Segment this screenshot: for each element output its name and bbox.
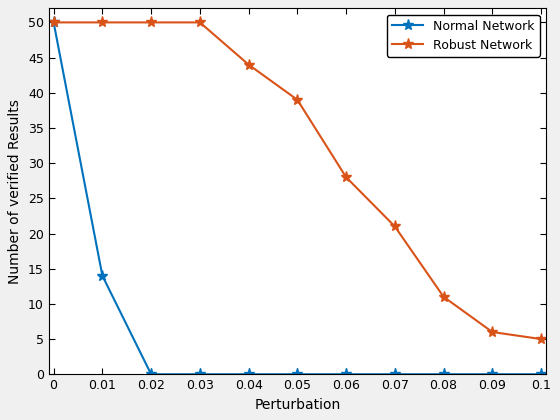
- Normal Network: [538, 372, 544, 377]
- Robust Network: [245, 62, 252, 67]
- Robust Network: [197, 20, 203, 25]
- Robust Network: [391, 224, 398, 229]
- Robust Network: [148, 20, 155, 25]
- Robust Network: [294, 97, 301, 102]
- Normal Network: [245, 372, 252, 377]
- Robust Network: [50, 20, 57, 25]
- Line: Normal Network: Normal Network: [48, 17, 547, 380]
- Normal Network: [294, 372, 301, 377]
- Robust Network: [489, 330, 496, 335]
- Normal Network: [343, 372, 349, 377]
- Line: Robust Network: Robust Network: [48, 17, 547, 345]
- Robust Network: [538, 336, 544, 341]
- Normal Network: [489, 372, 496, 377]
- X-axis label: Perturbation: Perturbation: [254, 398, 340, 412]
- Normal Network: [99, 273, 106, 278]
- Robust Network: [343, 175, 349, 180]
- Robust Network: [440, 294, 447, 299]
- Normal Network: [391, 372, 398, 377]
- Robust Network: [99, 20, 106, 25]
- Normal Network: [148, 372, 155, 377]
- Legend: Normal Network, Robust Network: Normal Network, Robust Network: [387, 15, 540, 57]
- Y-axis label: Number of verified Results: Number of verified Results: [8, 99, 22, 284]
- Normal Network: [197, 372, 203, 377]
- Normal Network: [440, 372, 447, 377]
- Normal Network: [50, 20, 57, 25]
